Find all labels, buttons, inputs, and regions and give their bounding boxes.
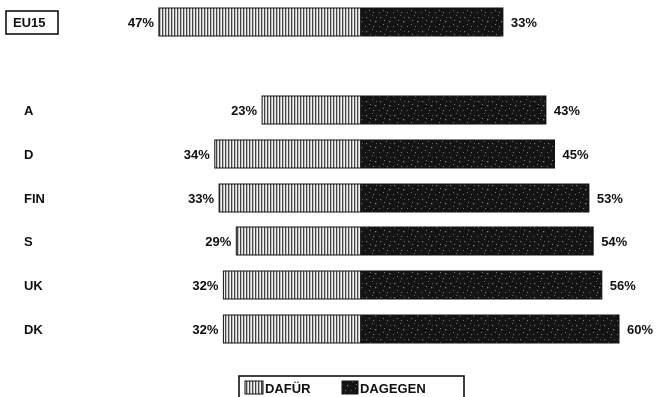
data-label-dagegen-dk: 60% — [627, 322, 653, 337]
category-label-dk: DK — [24, 322, 43, 337]
data-label-dagegen-uk: 56% — [610, 278, 636, 293]
bar-dagegen-s — [360, 226, 594, 256]
bar-dafur-s — [235, 226, 362, 256]
data-label-dagegen-eu15: 33% — [511, 15, 537, 30]
bar-dafur-eu15 — [158, 7, 362, 37]
data-label-dafur-a: 23% — [231, 103, 257, 118]
legend-swatch-dafur — [244, 380, 264, 395]
bar-dafur-fin — [218, 183, 362, 213]
category-label-uk: UK — [24, 278, 43, 293]
category-label-d: D — [24, 147, 33, 162]
category-label-fin: FIN — [24, 191, 45, 206]
bar-dafur-dk — [222, 314, 362, 344]
data-label-dagegen-s: 54% — [601, 234, 627, 249]
bar-dagegen-a — [360, 95, 547, 125]
category-label-eu15: EU15 — [13, 15, 46, 30]
legend-swatch-dagegen — [341, 380, 359, 395]
data-label-dafur-uk: 32% — [192, 278, 218, 293]
category-box-eu15 — [5, 10, 59, 35]
data-label-dafur-eu15: 47% — [128, 15, 154, 30]
data-label-dagegen-a: 43% — [554, 103, 580, 118]
data-label-dafur-s: 29% — [205, 234, 231, 249]
bars-group: EU15 47% 33% A 23% 43% D 34% 45% FIN 33% 53% S 29% 54%… — [5, 7, 653, 344]
data-label-dafur-fin: 33% — [188, 191, 214, 206]
bar-dagegen-fin — [360, 183, 590, 213]
bar-dafur-a — [261, 95, 362, 125]
data-label-dagegen-fin: 53% — [597, 191, 623, 206]
bar-dafur-uk — [222, 270, 362, 300]
bar-dagegen-eu15 — [360, 7, 504, 37]
legend-label-dafur: DAFÜR — [265, 381, 311, 396]
bar-dagegen-dk — [360, 314, 620, 344]
category-label-s: S — [24, 234, 33, 249]
legend-label-dagegen: DAGEGEN — [360, 381, 426, 396]
data-label-dafur-dk: 32% — [192, 322, 218, 337]
data-label-dagegen-d: 45% — [563, 147, 589, 162]
bar-dafur-d — [214, 139, 362, 169]
category-label-a: A — [24, 103, 34, 118]
legend: DAFÜR DAGEGEN — [238, 375, 465, 397]
bar-dagegen-d — [360, 139, 555, 169]
data-label-dafur-d: 34% — [184, 147, 210, 162]
bar-dagegen-uk — [360, 270, 603, 300]
